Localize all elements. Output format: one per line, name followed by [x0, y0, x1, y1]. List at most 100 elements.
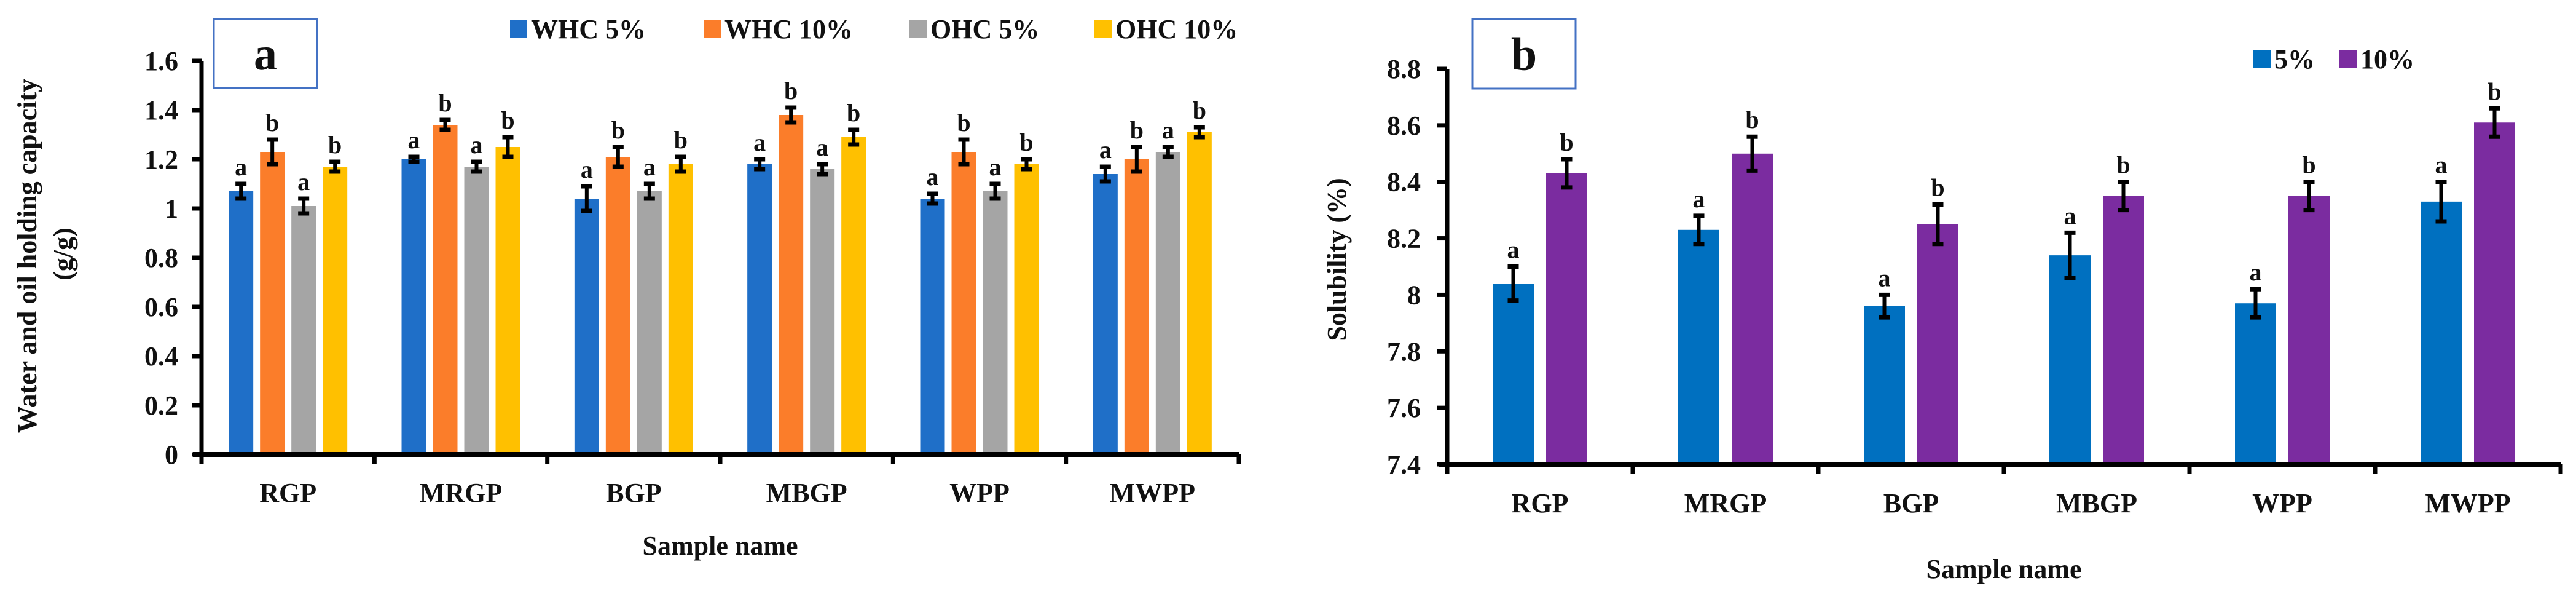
y-tick-label: 0.6 [144, 292, 178, 322]
x-tick-label: MRGP [1684, 488, 1767, 518]
significance-letter: b [1193, 97, 1206, 124]
panel-label: a [254, 28, 277, 80]
chart-b-solubility: a a a a a a b b b b b b RGP MRGP BGP MBGP WPP MWPP 7.4 7.6 7… [1322, 18, 2563, 584]
legend-label: WHC 10% [724, 14, 853, 44]
y-axis-title-unit: (g/g) [48, 228, 78, 280]
bar-ohc-5--rgp [291, 206, 316, 454]
significance-letter: b [1560, 129, 1573, 156]
y-tick-label: 7.6 [1387, 393, 1421, 423]
y-tick-label: 8 [1407, 280, 1421, 310]
y-tick-label: 7.4 [1387, 450, 1421, 480]
bar-ohc-10--mwpp [1187, 132, 1212, 454]
significance-letter: a [2435, 151, 2448, 179]
significance-letter: a [1507, 236, 1520, 264]
legend-swatch [510, 20, 527, 38]
bar-10--wpp [2288, 196, 2330, 464]
significance-letter: a [235, 153, 247, 181]
legend-swatch [1094, 20, 1112, 38]
bar-ohc-10--rgp [323, 167, 348, 454]
significance-letter: a [753, 129, 766, 156]
significance-letter: a [643, 153, 656, 181]
bar-5--bgp [1864, 306, 1905, 464]
x-tick-label: BGP [606, 478, 661, 508]
significance-letter: b [1931, 173, 1944, 201]
bar-ohc-5--mwpp [1155, 152, 1180, 454]
significance-letter: b [501, 106, 514, 134]
legend-label: 10% [2360, 44, 2414, 74]
x-tick-label: MBGP [766, 478, 847, 508]
y-tick-label: 8.6 [1387, 111, 1421, 141]
legend-label: 5% [2274, 44, 2315, 74]
significance-letter: a [1693, 185, 1705, 213]
significance-letter: b [957, 109, 970, 137]
significance-letter: a [1099, 136, 1112, 164]
bar-whc-5--rgp [229, 191, 254, 454]
bar-5--mbgp [2049, 255, 2091, 464]
x-tick-label: MWPP [1110, 478, 1195, 508]
x-tick-label: MBGP [2056, 488, 2137, 518]
y-tick-label: 7.8 [1387, 336, 1421, 367]
bar-10--rgp [1546, 173, 1587, 464]
significance-letter: a [2064, 202, 2076, 229]
significance-letter: a [927, 163, 939, 191]
significance-letter: a [471, 131, 483, 159]
legend-swatch [909, 20, 927, 38]
x-axis-title: Sample name [643, 531, 798, 561]
bar-ohc-10--mbgp [841, 137, 866, 454]
significance-letter: b [1745, 106, 1759, 133]
x-tick-label: MWPP [2425, 488, 2510, 518]
significance-letter: a [989, 153, 1002, 181]
bar-whc-5--mwpp [1093, 174, 1118, 454]
bar-10--mbgp [2103, 196, 2144, 464]
bar-5--wpp [2235, 303, 2276, 464]
x-tick-label: MRGP [420, 478, 502, 508]
bar-whc-5--bgp [574, 199, 599, 454]
significance-letter: b [1130, 116, 1144, 144]
bar-whc-5--wpp [920, 199, 945, 454]
y-tick-label: 1 [165, 194, 178, 224]
bar-10--mrgp [1732, 153, 1773, 465]
significance-letter: b [784, 77, 798, 105]
y-tick-label: 8.4 [1387, 167, 1421, 197]
y-tick-label: 0.2 [144, 391, 178, 421]
bar-whc-5--mbgp [747, 164, 772, 454]
significance-letter: b [2116, 151, 2130, 179]
significance-letter: a [297, 168, 310, 196]
x-tick-label: BGP [1883, 488, 1939, 518]
bar-ohc-5--mbgp [810, 169, 835, 454]
y-tick-label: 1.6 [144, 46, 178, 76]
legend-label: WHC 5% [531, 14, 646, 44]
y-tick-label: 1.4 [144, 95, 178, 125]
significance-letter: a [1879, 264, 1891, 292]
significance-letter: b [265, 109, 279, 137]
panel-label-box [213, 18, 318, 89]
panel-label-box [1471, 18, 1577, 90]
bar-ohc-5--bgp [637, 191, 662, 454]
significance-letter: b [2302, 151, 2315, 179]
bar-whc-10--rgp [260, 152, 285, 454]
significance-letter: b [847, 99, 860, 127]
y-tick-label: 0 [165, 440, 178, 470]
bar-ohc-5--mrgp [464, 167, 489, 454]
x-tick-label: WPP [2252, 488, 2312, 518]
significance-letter: a [816, 133, 828, 161]
y-tick-label: 8.8 [1387, 54, 1421, 84]
legend-swatch [2253, 50, 2271, 68]
bar-ohc-10--mrgp [495, 147, 520, 454]
y-axis-title: Water and oil holding capacity [12, 79, 42, 433]
significance-letter: b [674, 126, 688, 154]
bar-whc-5--mrgp [401, 159, 426, 454]
significance-letter: b [2488, 77, 2501, 105]
panel-label: b [1511, 29, 1537, 81]
significance-letter: b [1019, 129, 1033, 156]
x-tick-label: WPP [949, 478, 1010, 508]
y-tick-label: 1.2 [144, 145, 178, 175]
bar-ohc-5--wpp [983, 191, 1008, 454]
bar-ohc-10--wpp [1014, 164, 1039, 454]
bar-whc-10--bgp [605, 157, 630, 454]
bar-whc-10--mrgp [433, 125, 458, 454]
x-axis-title: Sample name [1926, 554, 2082, 584]
bar-10--bgp [1917, 224, 1958, 464]
